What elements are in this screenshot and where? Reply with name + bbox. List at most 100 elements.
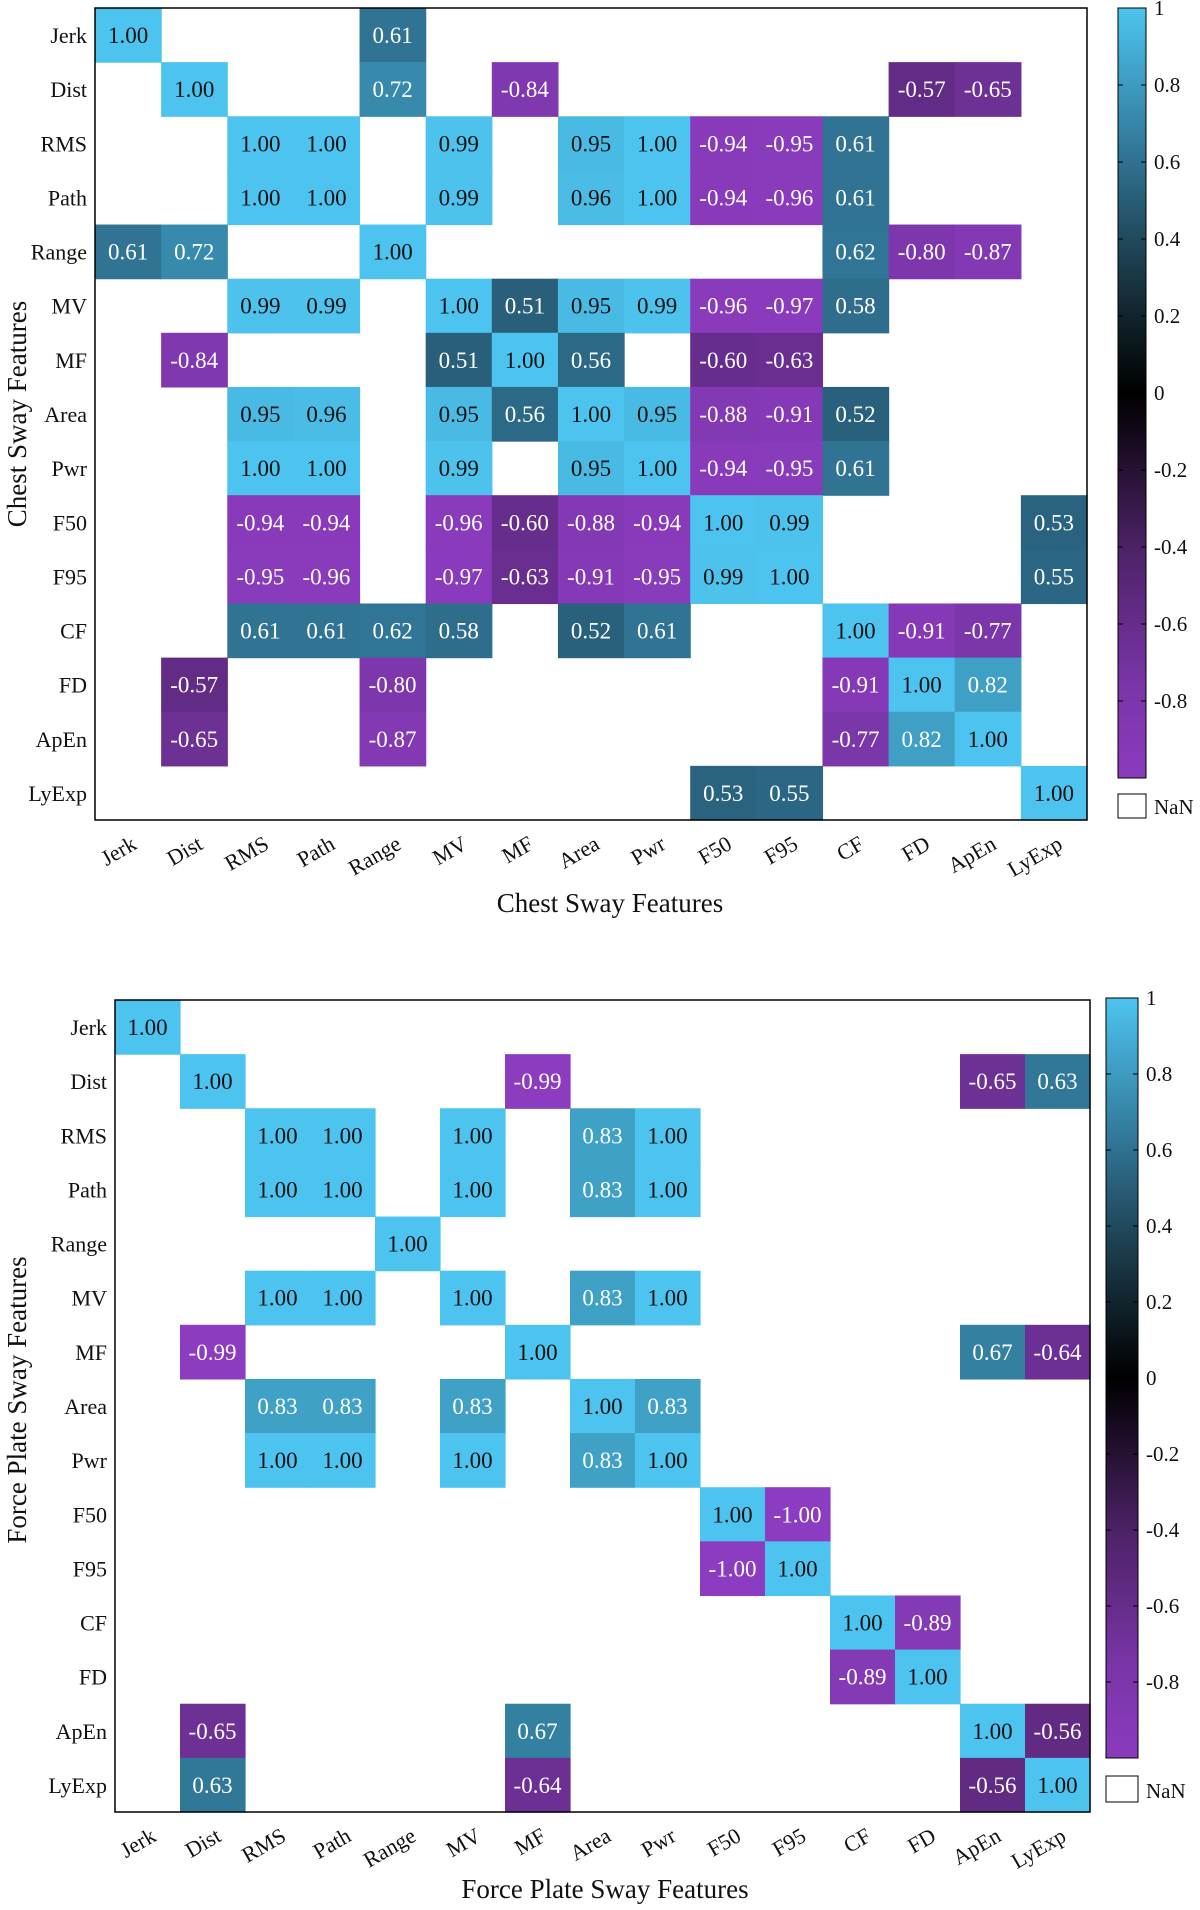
cell-value-label: 1.00	[452, 1448, 492, 1473]
cell-value-label: 0.53	[1034, 510, 1074, 535]
heatmap-cell	[491, 278, 559, 334]
cell-value-label: 0.61	[306, 619, 346, 644]
heatmap-cell	[1020, 495, 1088, 550]
cell-value-label: 0.99	[439, 131, 479, 156]
cell-value-label: 1.00	[517, 1340, 557, 1365]
cell-value-label: 1.00	[637, 131, 677, 156]
heatmap-cell	[227, 170, 294, 226]
heatmap-cell	[359, 657, 427, 713]
cell-value-label: 0.83	[452, 1394, 492, 1419]
y-tick-label: Path	[48, 185, 87, 210]
cell-value-label: 0.61	[835, 185, 875, 210]
heatmap-cell	[440, 1433, 506, 1488]
heatmap-cell	[822, 116, 890, 171]
heatmap-cell	[245, 1162, 311, 1218]
heatmap-cell	[624, 170, 691, 226]
heatmap-cell	[491, 332, 559, 388]
cell-value-label: 1.00	[257, 1286, 297, 1311]
cell-value-label: 0.83	[322, 1394, 362, 1419]
heatmap-cell	[491, 549, 559, 605]
cell-value-label: -1.00	[709, 1556, 757, 1581]
chest-sway-heatmap-panel: 1.00 0.611.00 0.72 -0.84 -0.57 -0.651.00 1.00 0…	[2, 0, 1194, 918]
heatmap-cell	[293, 278, 361, 334]
y-tick-labels: Jerk Dist RMS Path Range MV MF Area Pwr F50 F95 CF F…	[28, 23, 87, 806]
cell-value-label: -0.60	[699, 348, 747, 373]
heatmap-cell	[624, 116, 691, 171]
heatmap-cell	[293, 386, 361, 442]
colorbar-tick-label: 0	[1146, 1366, 1157, 1390]
heatmap-cell	[557, 278, 625, 334]
cell-value-label: 1.00	[257, 1123, 297, 1148]
cell-value-label: 0.83	[257, 1394, 297, 1419]
cell-value-label: 1.00	[571, 402, 611, 427]
heatmap-cell	[822, 386, 890, 442]
y-tick-label: MV	[72, 1286, 108, 1311]
heatmap-cell	[570, 1378, 636, 1434]
y-tick-label: CF	[60, 619, 87, 644]
cell-value-label: -0.57	[170, 673, 218, 698]
heatmap-cell	[161, 711, 228, 767]
cell-value-label: 1.00	[835, 619, 875, 644]
heatmap-cell	[425, 495, 493, 550]
y-tick-label: RMS	[41, 131, 87, 156]
cell-value-label: 0.52	[835, 402, 875, 427]
cell-value-label: 0.99	[240, 294, 280, 319]
x-tick-label: Dist	[181, 1823, 225, 1863]
x-tick-label: Jerk	[116, 1823, 160, 1863]
heatmap-cell	[624, 549, 691, 605]
cell-value-label: -0.99	[189, 1340, 237, 1365]
heatmap-cell	[822, 224, 890, 280]
cell-value-label: 1.00	[322, 1123, 362, 1148]
heatmap-cell	[756, 386, 824, 442]
cell-value-label: 0.95	[439, 402, 479, 427]
colorbar-tick-label: 0.8	[1154, 73, 1180, 97]
x-tick-label: RMS	[220, 831, 273, 876]
heatmap-cell	[557, 386, 625, 442]
cell-value-label: -0.96	[699, 294, 747, 319]
heatmap-cell	[570, 1108, 636, 1163]
heatmap-cell	[960, 1324, 1026, 1380]
cell-value-label: -0.87	[369, 727, 417, 752]
heatmap-cell	[830, 1595, 896, 1651]
colorbar-ticks: 1 0.8 0.6 0.4 0.2 0 -0.2 -0.4 -0.6 -0.8	[1118, 0, 1188, 713]
colorbar-tick-label: 0	[1154, 381, 1165, 405]
cell-value-label: 0.62	[372, 619, 412, 644]
cell-value-label: 0.99	[306, 294, 346, 319]
colorbar-tick-label: 0.8	[1146, 1062, 1172, 1086]
cell-value-label: -0.95	[633, 564, 681, 589]
cell-value-label: 0.61	[372, 23, 412, 48]
cell-value-label: 1.00	[372, 240, 412, 265]
cell-value-label: -0.94	[699, 131, 747, 156]
heatmap-cell	[690, 278, 757, 334]
cell-value-label: 0.99	[439, 456, 479, 481]
heatmap-cell	[227, 116, 294, 171]
x-tick-label: CF	[839, 1823, 875, 1858]
heatmap-cell	[557, 495, 625, 550]
y-tick-label: MF	[55, 348, 87, 373]
y-tick-label: Area	[64, 1394, 107, 1419]
heatmap-cell	[440, 1108, 506, 1163]
heatmap-cell	[491, 386, 559, 442]
cell-value-label: 1.00	[452, 1286, 492, 1311]
heatmap-cell	[95, 8, 162, 63]
cell-value-label: -0.96	[765, 185, 813, 210]
heatmap-cell	[180, 1703, 246, 1759]
cell-value-label: -0.84	[170, 348, 218, 373]
heatmap-cell	[425, 278, 493, 334]
x-tick-labels: Jerk Dist RMS Path Range MV MF Area Pwr F50 F95 CF F…	[96, 830, 1066, 881]
heatmap-cell	[954, 603, 1022, 659]
cell-value-label: 0.83	[582, 1177, 622, 1202]
cell-value-label: 0.83	[582, 1123, 622, 1148]
heatmap-cell	[310, 1378, 376, 1434]
heatmap-cell	[888, 657, 956, 713]
heatmap-cell	[954, 711, 1022, 767]
x-tick-label: Pwr	[637, 1822, 681, 1862]
cell-value-label: -1.00	[774, 1502, 822, 1527]
colorbar: 1 0.8 0.6 0.4 0.2 0 -0.2 -0.4 -0.6 -0.8 NaN	[1105, 986, 1186, 1803]
colorbar-tick-label: 0.6	[1154, 150, 1180, 174]
cell-value-label: -0.91	[898, 619, 946, 644]
y-tick-label: ApEn	[36, 727, 87, 752]
heatmap-cell	[359, 603, 427, 659]
heatmap-cell	[1025, 1703, 1091, 1759]
